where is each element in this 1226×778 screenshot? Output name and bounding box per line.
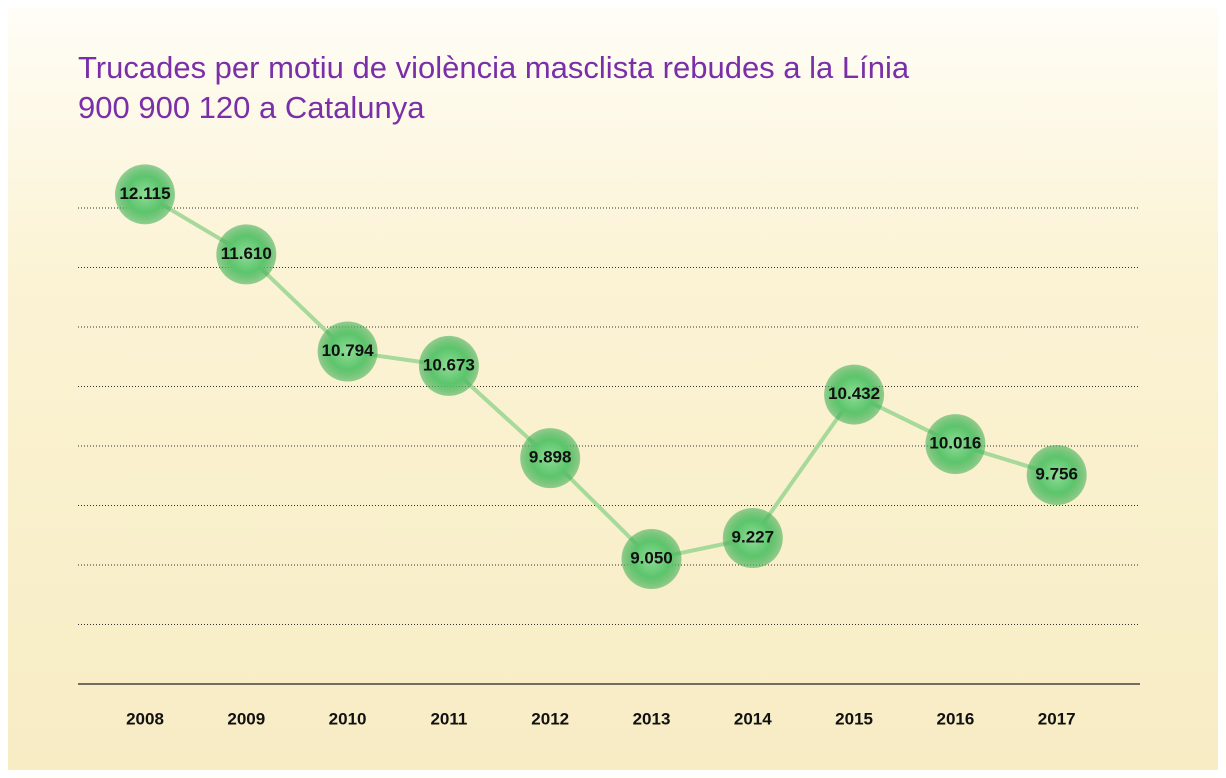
x-tick-label: 2009 (227, 709, 265, 728)
data-label: 10.432 (828, 384, 880, 403)
x-tick-label: 2015 (835, 709, 873, 728)
x-tick-label: 2016 (936, 709, 974, 728)
data-label: 11.610 (221, 244, 272, 263)
data-point (1026, 445, 1087, 506)
x-tick-label: 2012 (531, 709, 569, 728)
data-point (317, 321, 378, 382)
data-label: 9.050 (630, 549, 673, 568)
chart-title: Trucades per motiu de violència masclist… (78, 50, 910, 125)
background (8, 8, 1218, 770)
x-tick-label: 2011 (430, 709, 467, 728)
data-point (520, 428, 581, 489)
data-label: 10.016 (929, 434, 981, 453)
data-point (216, 224, 277, 285)
data-label: 9.227 (732, 527, 775, 546)
data-label: 10.673 (423, 355, 475, 374)
x-tick-label: 2017 (1038, 709, 1076, 728)
x-tick-label: 2010 (329, 709, 367, 728)
data-point (115, 164, 175, 225)
data-label: 9.898 (529, 448, 572, 467)
data-point (722, 507, 783, 568)
data-label: 9.756 (1035, 465, 1078, 484)
data-point (621, 529, 682, 590)
series-line (143, 192, 1058, 562)
x-tick-label: 2014 (734, 709, 772, 728)
data-label: 12.115 (119, 184, 170, 203)
x-tick-label: 2008 (126, 709, 164, 728)
data-point (418, 335, 479, 396)
data-point (925, 414, 986, 475)
x-tick-label: 2013 (633, 709, 671, 728)
data-point (824, 364, 885, 425)
data-label: 10.794 (322, 341, 375, 360)
